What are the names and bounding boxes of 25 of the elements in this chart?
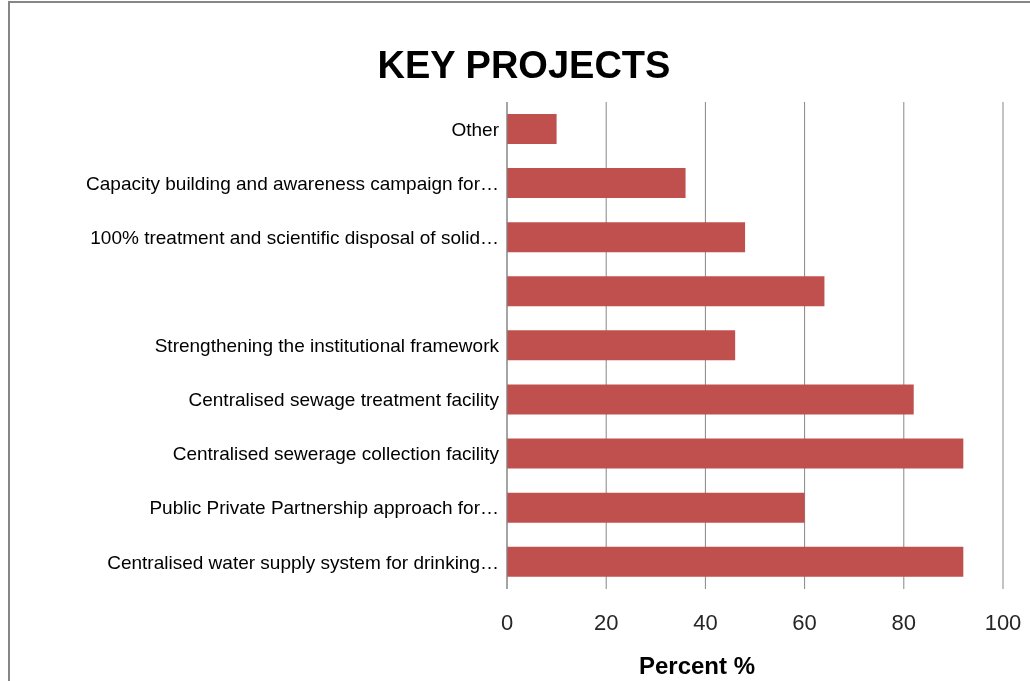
bar — [507, 384, 914, 415]
y-tick-label: Capacity building and awareness campaign for… — [86, 172, 499, 194]
bar — [507, 113, 557, 144]
bar — [507, 330, 736, 361]
chart-title: KEY PROJECTS — [376, 44, 672, 86]
x-tick-label: 40 — [693, 609, 718, 635]
bar — [507, 222, 746, 253]
bar — [507, 492, 805, 523]
x-tick-label: 60 — [792, 609, 817, 635]
bar — [507, 438, 964, 469]
bar — [507, 168, 686, 199]
x-tick-label: 20 — [593, 609, 619, 635]
x-tick-label: 0 — [500, 609, 514, 635]
y-tick-label: Centralised water supply system for drinking… — [107, 551, 499, 573]
y-tick-label: 100% treatment and scientific disposal of solid… — [90, 226, 499, 248]
y-tick-label: Centralised sewage treatment facility — [188, 389, 500, 411]
y-tick-label: Strengthening the institutional framework — [154, 335, 500, 357]
x-tick-label: 80 — [891, 609, 917, 635]
y-tick-label: Other — [451, 118, 500, 140]
x-axis-title: Percent % — [637, 652, 757, 679]
x-tick-label: 100 — [984, 609, 1022, 635]
bar — [507, 546, 964, 577]
y-tick-label: Centralised sewerage collection facility — [172, 443, 500, 465]
y-tick-label: Public Private Partnership approach for… — [149, 497, 499, 519]
bar — [507, 276, 825, 307]
